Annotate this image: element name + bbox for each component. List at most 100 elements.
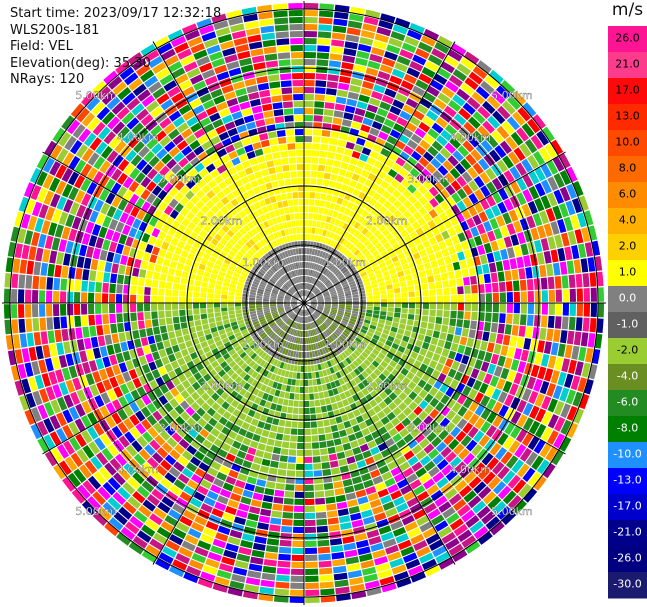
velocity-bin — [518, 483, 532, 499]
velocity-bin — [324, 280, 331, 286]
velocity-bin — [472, 500, 487, 514]
velocity-bin — [527, 436, 540, 451]
velocity-bin — [539, 210, 550, 225]
velocity-bin — [440, 129, 453, 142]
velocity-bin — [547, 414, 559, 429]
velocity-bin — [509, 258, 518, 270]
velocity-bin — [324, 426, 332, 434]
velocity-bin — [478, 434, 491, 447]
velocity-bin — [392, 407, 402, 417]
velocity-bin — [457, 311, 464, 320]
velocity-bin — [340, 279, 347, 284]
velocity-bin — [340, 184, 349, 192]
velocity-bin — [369, 53, 383, 63]
velocity-bin — [437, 257, 445, 267]
velocity-bin — [505, 281, 513, 292]
velocity-bin — [426, 85, 440, 97]
velocity-bin — [304, 470, 314, 477]
velocity-bin — [332, 249, 338, 256]
velocity-bin — [380, 294, 387, 299]
velocity-bin — [200, 303, 207, 309]
velocity-bin — [376, 107, 389, 118]
velocity-bin — [563, 216, 574, 232]
velocity-bin — [352, 303, 360, 306]
velocity-bin — [350, 315, 358, 320]
velocity-bin — [470, 368, 480, 379]
velocity-bin — [400, 80, 414, 91]
velocity-bin — [497, 355, 506, 367]
velocity-bin — [434, 274, 442, 282]
velocity-bin — [463, 409, 474, 422]
velocity-bin — [319, 284, 325, 290]
velocity-bin — [309, 407, 316, 414]
velocity-bin — [335, 235, 342, 243]
velocity-bin — [576, 288, 583, 302]
velocity-bin — [294, 491, 304, 498]
velocity-bin — [159, 325, 168, 334]
velocity-bin — [357, 317, 364, 322]
velocity-bin — [317, 282, 322, 288]
velocity-bin — [310, 255, 314, 262]
velocity-bin — [293, 505, 304, 512]
velocity-bin — [408, 291, 415, 298]
velocity-bin — [74, 279, 82, 292]
velocity-bin — [473, 176, 485, 188]
velocity-bin — [582, 273, 590, 288]
velocity-bin — [331, 195, 338, 203]
velocity-bin — [448, 350, 457, 360]
velocity-bin — [18, 289, 25, 303]
velocity-bin — [338, 294, 345, 298]
velocity-bin — [502, 259, 511, 271]
velocity-bin — [515, 162, 527, 177]
velocity-bin — [487, 476, 501, 490]
velocity-bin — [363, 359, 371, 367]
velocity-bin — [379, 391, 388, 400]
velocity-bin — [393, 260, 401, 268]
velocity-bin — [444, 55, 459, 68]
velocity-bin — [428, 344, 437, 353]
velocity-bin — [446, 512, 460, 525]
velocity-bin — [436, 135, 448, 147]
velocity-bin — [410, 351, 419, 360]
velocity-bin — [305, 596, 320, 603]
velocity-bin — [441, 230, 450, 240]
velocity-bin — [172, 289, 179, 297]
velocity-bin — [409, 167, 420, 178]
velocity-bin — [474, 404, 485, 417]
velocity-bin — [332, 349, 338, 357]
velocity-bin — [445, 451, 457, 463]
velocity-bin — [445, 469, 458, 482]
velocity-bin — [402, 263, 410, 271]
velocity-bin — [338, 353, 345, 361]
velocity-bin — [144, 311, 151, 320]
velocity-bin — [565, 200, 576, 216]
velocity-bin — [130, 294, 137, 303]
velocity-bin — [480, 233, 490, 244]
velocity-bin — [460, 57, 476, 71]
velocity-bin — [402, 335, 410, 343]
velocity-bin — [452, 94, 466, 107]
velocity-bin — [463, 319, 471, 329]
velocity-bin — [417, 333, 425, 342]
velocity-bin — [306, 241, 311, 248]
velocity-bin — [317, 300, 324, 303]
velocity-bin — [408, 303, 415, 309]
velocity-bin — [427, 275, 435, 283]
velocity-bin — [430, 260, 439, 269]
velocity-bin — [300, 372, 304, 379]
velocity-bin — [437, 223, 447, 233]
velocity-bin — [467, 357, 477, 368]
velocity-bin — [457, 251, 466, 261]
velocity-bin — [402, 162, 413, 172]
velocity-bin — [353, 274, 361, 280]
velocity-bin — [356, 320, 363, 325]
velocity-bin — [467, 135, 480, 148]
velocity-bin — [486, 135, 499, 148]
velocity-bin — [397, 252, 406, 260]
velocity-bin — [464, 471, 477, 484]
velocity-bin — [380, 147, 391, 158]
velocity-bin — [428, 282, 436, 290]
velocity-bin — [361, 247, 369, 255]
velocity-bin — [459, 259, 468, 269]
velocity-bin — [308, 292, 313, 298]
